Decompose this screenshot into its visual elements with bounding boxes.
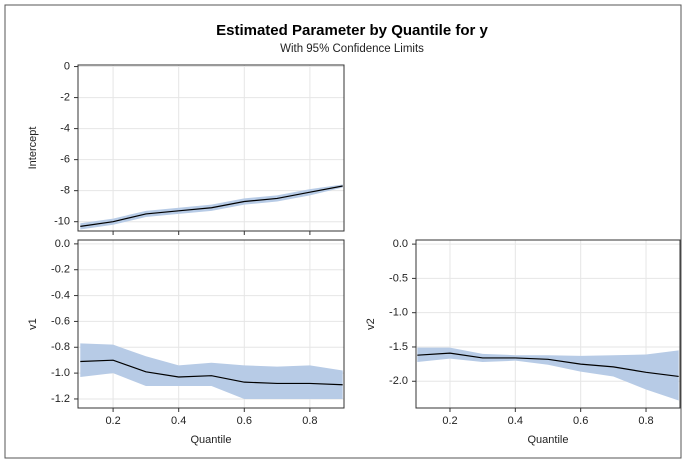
chart-subtitle: With 95% Confidence Limits	[280, 43, 424, 55]
x-tick-label: 0.8	[638, 415, 653, 427]
y-tick-label: 0.0	[55, 238, 70, 250]
y-tick-label: -6	[60, 154, 70, 166]
x-tick-label: 0.4	[508, 415, 523, 427]
y-tick-label: -2	[60, 91, 70, 103]
y-tick-label: -1.0	[389, 307, 408, 319]
x-tick-label: 0.2	[105, 415, 120, 427]
y-tick-label: -0.6	[51, 315, 70, 327]
x-tick-label: 0.4	[171, 415, 186, 427]
plot-border	[77, 64, 345, 232]
y-tick-label: 0.0	[393, 238, 408, 250]
y-tick-label: -0.2	[51, 264, 70, 276]
y-tick-label: -10	[54, 216, 70, 228]
x-tick-label: 0.6	[573, 415, 588, 427]
chart-title: Estimated Parameter by Quantile for y	[216, 22, 488, 39]
y-tick-label: -0.4	[51, 289, 70, 301]
x-tick-label: 0.8	[302, 415, 317, 427]
y-axis-label: v2	[365, 318, 377, 330]
y-tick-label: -0.5	[389, 272, 408, 284]
y-tick-label: -8	[60, 185, 70, 197]
y-tick-label: -1.5	[389, 341, 408, 353]
estimate-line	[80, 359, 343, 386]
plot-area	[78, 65, 344, 231]
y-tick-label: 0	[64, 60, 70, 72]
y-tick-label: -0.8	[51, 341, 70, 353]
x-axis-label: Quantile	[191, 434, 232, 446]
estimate-line	[80, 185, 343, 227]
y-tick-label: -4	[60, 123, 70, 135]
y-tick-label: -1.0	[51, 367, 70, 379]
confidence-band	[80, 343, 343, 399]
x-axis-label: Quantile	[528, 434, 569, 446]
plot-border	[415, 239, 681, 409]
confidence-band	[80, 184, 343, 230]
x-tick-label: 0.2	[442, 415, 457, 427]
y-tick-label: -2.0	[389, 375, 408, 387]
x-tick-label: 0.6	[237, 415, 252, 427]
estimate-line	[417, 352, 679, 378]
plot-border	[77, 239, 345, 409]
confidence-band	[417, 347, 679, 401]
y-tick-label: -1.2	[51, 393, 70, 405]
y-axis-label: v1	[27, 318, 39, 330]
y-axis-label: Intercept	[27, 127, 39, 170]
